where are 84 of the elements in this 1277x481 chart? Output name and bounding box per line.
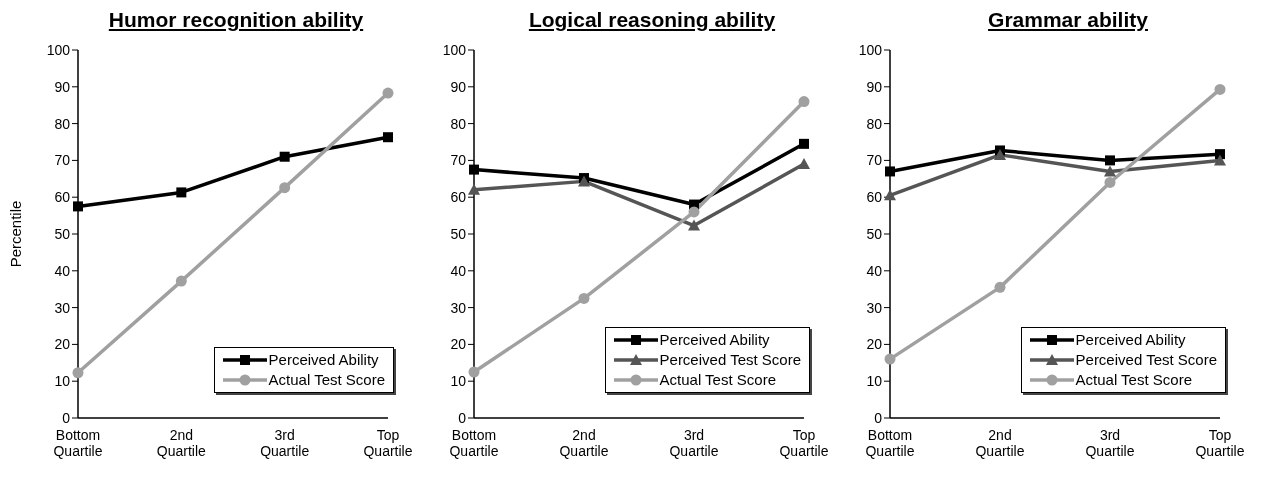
point xyxy=(468,366,480,378)
x-tick-label: 2nd Quartile xyxy=(975,427,1025,459)
y-tick-label: 10 xyxy=(866,373,883,390)
y-tick-label: 0 xyxy=(62,409,71,426)
point xyxy=(279,151,290,162)
x-tick-label: Bottom Quartile xyxy=(53,427,103,459)
legend-label: Perceived Test Score xyxy=(1075,350,1217,370)
point xyxy=(885,166,895,177)
point xyxy=(176,187,187,198)
y-tick-label: 80 xyxy=(450,115,467,132)
point xyxy=(1104,176,1116,188)
y-tick-label: 20 xyxy=(866,336,883,353)
y-tick-label: 40 xyxy=(54,262,71,279)
x-tick-label: 3rd Quartile xyxy=(1085,427,1135,459)
point xyxy=(73,201,83,212)
point xyxy=(1105,155,1115,166)
y-tick-label: 60 xyxy=(866,189,883,206)
x-tick-label: Bottom Quartile xyxy=(865,427,915,459)
point xyxy=(469,164,479,175)
point xyxy=(798,96,810,108)
point xyxy=(175,275,187,287)
y-tick-label: 90 xyxy=(450,78,467,95)
point xyxy=(688,206,700,218)
y-tick-label: 80 xyxy=(54,115,71,132)
point xyxy=(279,182,291,194)
chart-title: Logical reasoning ability xyxy=(527,8,777,33)
x-tick-label: Top Quartile xyxy=(363,427,413,459)
y-tick-label: 50 xyxy=(866,225,883,242)
y-tick-label: 70 xyxy=(54,152,71,169)
legend-label: Perceived Test Score xyxy=(659,350,801,370)
y-tick-label: 70 xyxy=(450,152,467,169)
y-tick-label: 0 xyxy=(874,409,883,426)
x-tick-label: 2nd Quartile xyxy=(156,427,207,459)
x-tick-label: 3rd Quartile xyxy=(669,427,719,459)
x-tick-label: 2nd Quartile xyxy=(559,427,609,459)
legend-label: Actual Test Score xyxy=(1075,370,1192,390)
y-tick-label: 90 xyxy=(866,78,883,95)
point xyxy=(468,183,480,195)
point xyxy=(884,189,896,201)
legend-label: Actual Test Score xyxy=(659,370,776,390)
y-tick-label: 100 xyxy=(442,41,467,58)
y-tick-label: 50 xyxy=(450,225,467,242)
chart-title: Grammar ability xyxy=(987,8,1149,33)
point xyxy=(799,138,809,149)
y-tick-label: 10 xyxy=(54,373,71,390)
point xyxy=(382,87,394,99)
point xyxy=(884,353,896,365)
point xyxy=(578,292,590,304)
point xyxy=(798,158,810,170)
y-tick-label: 70 xyxy=(866,152,883,169)
y-tick-label: 0 xyxy=(458,409,467,426)
y-axis-title: Percentile xyxy=(7,200,25,268)
point xyxy=(688,219,700,231)
y-tick-label: 10 xyxy=(450,373,467,390)
point xyxy=(72,367,84,379)
y-tick-label: 30 xyxy=(450,299,467,316)
y-tick-label: 50 xyxy=(54,225,71,242)
y-tick-label: 90 xyxy=(54,78,71,95)
legend-label: Perceived Ability xyxy=(1075,330,1186,350)
y-tick-label: 100 xyxy=(858,41,883,58)
y-tick-label: 30 xyxy=(866,299,883,316)
y-tick-label: 100 xyxy=(46,41,71,58)
point xyxy=(994,148,1006,160)
y-tick-label: 30 xyxy=(54,299,71,316)
point xyxy=(1214,154,1226,166)
point xyxy=(383,132,393,143)
point xyxy=(1214,83,1226,95)
legend-label: Perceived Ability xyxy=(268,350,379,370)
y-tick-label: 60 xyxy=(450,189,467,206)
legend-label: Actual Test Score xyxy=(268,370,385,390)
y-tick-label: 40 xyxy=(450,262,467,279)
point xyxy=(994,281,1006,293)
x-tick-label: Bottom Quartile xyxy=(449,427,499,459)
x-tick-label: Top Quartile xyxy=(779,427,829,459)
y-tick-label: 80 xyxy=(866,115,883,132)
legend-label: Perceived Ability xyxy=(659,330,770,350)
y-tick-label: 20 xyxy=(450,336,467,353)
x-tick-label: 3rd Quartile xyxy=(260,427,310,459)
point xyxy=(1104,165,1116,177)
y-tick-label: 60 xyxy=(54,189,71,206)
y-tick-label: 20 xyxy=(54,336,71,353)
y-tick-label: 40 xyxy=(866,262,883,279)
x-tick-label: Top Quartile xyxy=(1195,427,1245,459)
chart-title: Humor recognition ability xyxy=(107,8,365,33)
